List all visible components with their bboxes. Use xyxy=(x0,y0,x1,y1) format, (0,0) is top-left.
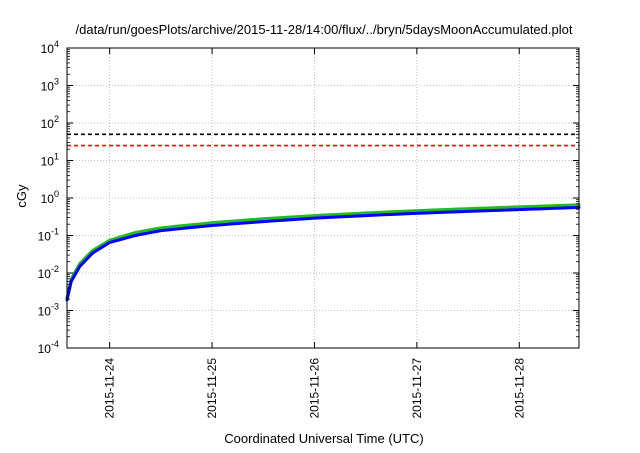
y-tick-label: 10-4 xyxy=(38,339,59,356)
grid-lines xyxy=(67,48,579,348)
y-tick-label: 104 xyxy=(41,39,59,56)
series-line xyxy=(65,205,581,302)
y-tick-labels: 10-4 10-3 10-2 10-1 100 101 102 103 104 xyxy=(38,39,59,356)
y-tick-label: 10-3 xyxy=(38,302,59,319)
x-tick-labels: 2015-11-24 2015-11-25 2015-11-26 2015-11-27… xyxy=(103,358,527,419)
series-lines xyxy=(65,203,581,302)
threshold-lines xyxy=(67,133,579,147)
y-tick-label: 102 xyxy=(41,114,59,131)
y-tick-label: 100 xyxy=(41,189,59,206)
y-tick-label: 10-2 xyxy=(38,264,59,281)
x-tick-label: 2015-11-27 xyxy=(410,358,424,419)
chart-title: /data/run/goesPlots/archive/2015-11-28/1… xyxy=(76,22,573,37)
axis-ticks xyxy=(67,47,579,349)
x-tick-label: 2015-11-28 xyxy=(512,358,526,419)
y-tick-label: 10-1 xyxy=(38,227,59,244)
x-tick-label: 2015-11-24 xyxy=(103,358,117,419)
x-tick-label: 2015-11-26 xyxy=(307,358,321,419)
x-tick-label: 2015-11-25 xyxy=(205,358,219,419)
y-axis-title: cGy xyxy=(14,184,29,208)
series-line xyxy=(65,203,581,300)
y-tick-label: 101 xyxy=(41,152,59,169)
y-tick-label: 103 xyxy=(41,77,59,94)
x-axis-title: Coordinated Universal Time (UTC) xyxy=(224,431,423,446)
